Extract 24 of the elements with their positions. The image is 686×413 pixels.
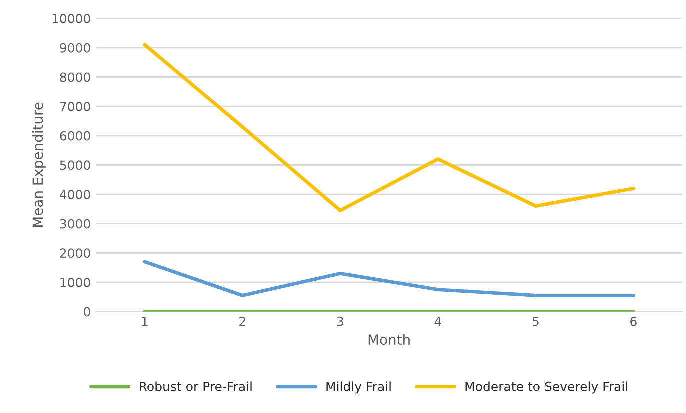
y-axis-title: Mean Expenditure	[32, 102, 46, 227]
x-tick-label: 1	[142, 317, 148, 326]
legend-label: Robust or Pre-Frail	[140, 382, 252, 392]
line-series	[143, 43, 636, 212]
y-tick-label: 9000	[60, 43, 90, 53]
y-tick-label: 1000	[60, 278, 90, 288]
x-tick-label: 4	[434, 317, 442, 326]
legend-label: Mildly Frail	[326, 382, 391, 394]
y-tick-label: 2000	[60, 248, 90, 258]
line-series	[143, 260, 636, 298]
y-tick-label: 6000	[60, 131, 90, 141]
y-tick-label: 8000	[60, 72, 90, 82]
y-tick-label: 3000	[60, 219, 90, 229]
x-tick-label: 6	[630, 316, 637, 326]
y-tick-label: 0	[84, 307, 90, 317]
legend-label: Moderate to Severely Frail	[466, 382, 628, 394]
y-tick-label: 5000	[60, 160, 90, 170]
y-tick-label: 4000	[60, 190, 90, 200]
y-tick-label: 7000	[60, 102, 90, 112]
x-tick-label: 3	[337, 316, 344, 326]
y-tick-label: 10000	[52, 14, 90, 24]
x-axis-title: Month	[368, 334, 410, 346]
x-tick-label: 5	[532, 317, 539, 326]
x-tick-label: 2	[240, 316, 246, 326]
